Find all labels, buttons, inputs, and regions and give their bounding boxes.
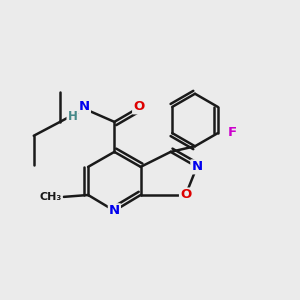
Text: O: O <box>133 100 144 113</box>
Text: N: N <box>109 204 120 217</box>
Text: N: N <box>191 160 203 173</box>
Text: H: H <box>68 110 77 124</box>
Text: CH₃: CH₃ <box>40 192 62 202</box>
Text: F: F <box>228 126 237 139</box>
Text: N: N <box>79 100 90 112</box>
Text: O: O <box>180 188 191 202</box>
